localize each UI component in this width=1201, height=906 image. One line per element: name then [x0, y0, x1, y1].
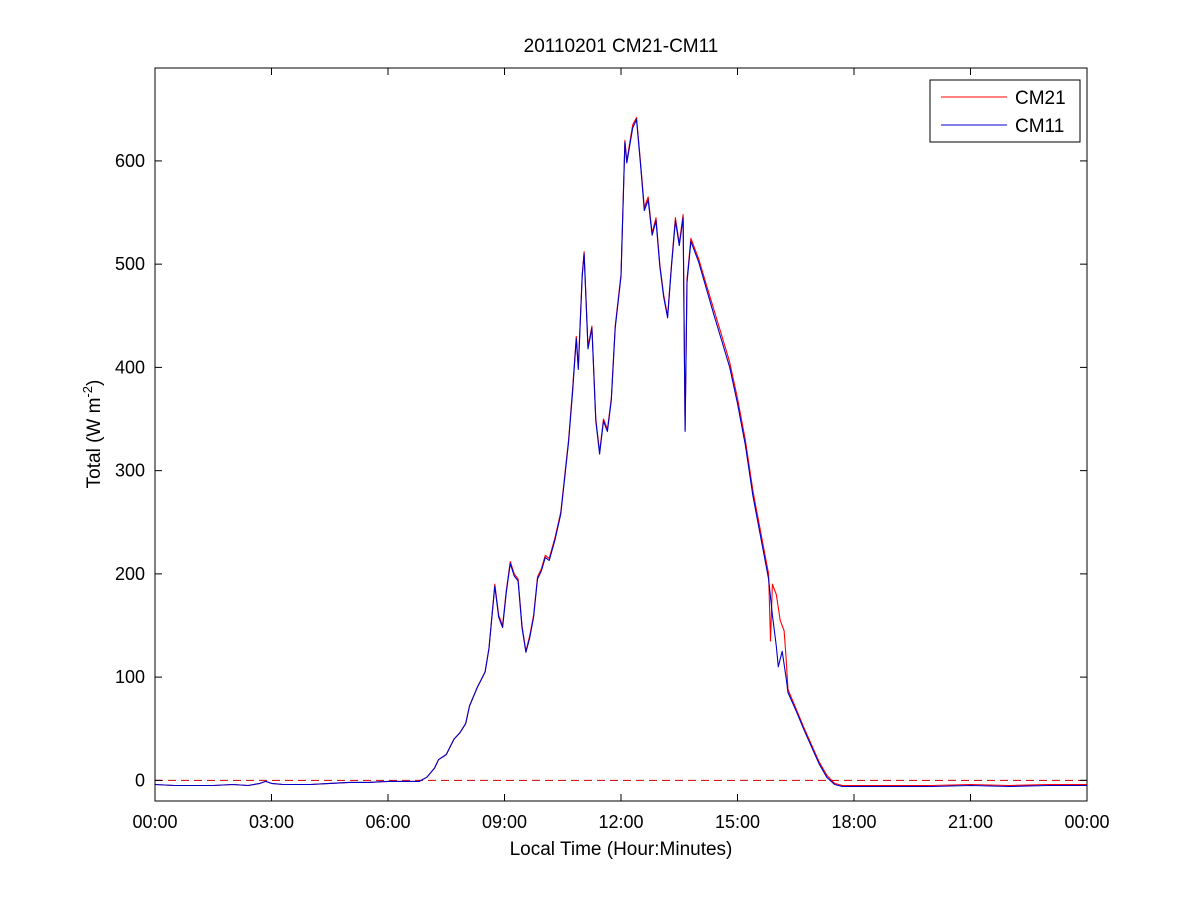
y-axis-label: Total (W m-2): [80, 380, 105, 489]
x-tick-label: 21:00: [948, 812, 993, 832]
y-tick-label: 0: [135, 770, 145, 790]
y-tick-label: 100: [115, 667, 145, 687]
x-tick-label: 03:00: [249, 812, 294, 832]
x-tick-label: 12:00: [598, 812, 643, 832]
y-tick-label: 300: [115, 461, 145, 481]
x-tick-label: 09:00: [482, 812, 527, 832]
y-axis-label-main: Total (W m: [84, 398, 105, 489]
plot-background: [155, 68, 1087, 801]
chart-title: 20110201 CM21-CM11: [524, 36, 719, 57]
y-axis-label-end: ): [84, 380, 105, 386]
y-axis-label-superscript: -2: [80, 386, 95, 398]
y-tick-label: 500: [115, 254, 145, 274]
y-tick-label: 600: [115, 151, 145, 171]
x-axis-label: Local Time (Hour:Minutes): [510, 839, 733, 860]
legend-label-cm21: CM21: [1015, 88, 1066, 109]
series-line-cm11: [154, 119, 1087, 788]
y-tick-label: 200: [115, 564, 145, 584]
tick-layer: 00:00 03:00 06:00 09:00 12:00 15:00 18:00 21:00…: [115, 68, 1110, 832]
series-layer: [154, 117, 1087, 788]
x-tick-label: 06:00: [365, 812, 410, 832]
x-tick-label: 00:00: [1064, 812, 1109, 832]
x-tick-label: 18:00: [831, 812, 876, 832]
x-tick-label: 00:00: [132, 812, 177, 832]
legend: CM21 CM11: [929, 79, 1081, 143]
legend-label-cm11: CM11: [1015, 116, 1064, 137]
legend-box: [929, 79, 1081, 143]
y-tick-label: 400: [115, 357, 145, 377]
x-tick-label: 15:00: [715, 812, 760, 832]
